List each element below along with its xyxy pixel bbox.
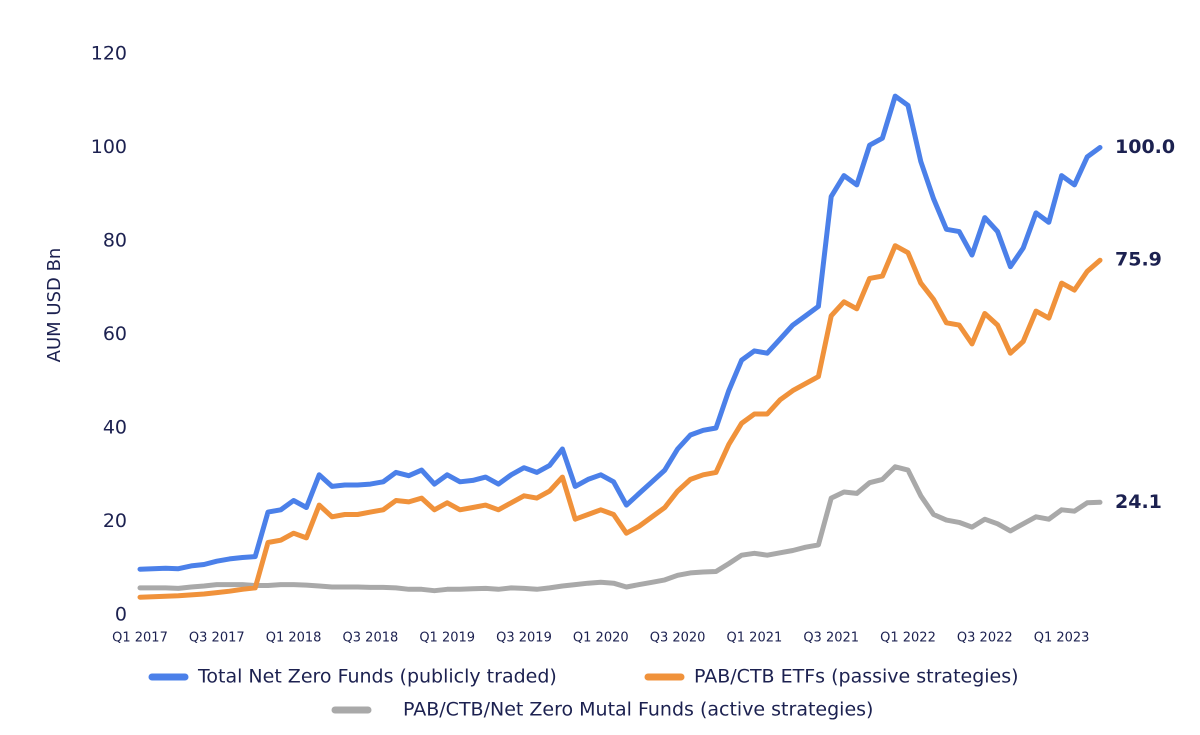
x-tick-label: Q1 2023 (1034, 631, 1090, 646)
x-tick-label: Q3 2020 (650, 631, 706, 646)
x-tick-label: Q3 2021 (803, 631, 859, 646)
x-tick-label: Q1 2019 (419, 631, 475, 646)
series-line (137, 464, 1103, 594)
x-tick-label: Q1 2020 (573, 631, 629, 646)
y-tick-label: 60 (103, 323, 127, 345)
x-tick-label: Q1 2018 (266, 631, 322, 646)
x-tick-label: Q3 2017 (189, 631, 245, 646)
y-tick-label: 20 (103, 510, 127, 532)
x-tick-label: Q3 2022 (957, 631, 1013, 646)
x-tick-label: Q1 2021 (727, 631, 783, 646)
series-line (137, 243, 1103, 600)
data-label: 24.1 (1115, 491, 1162, 513)
legend-label: Total Net Zero Funds (publicly traded) (197, 666, 557, 688)
data-label: 100.0 (1115, 136, 1175, 158)
y-tick-label: 80 (103, 230, 127, 252)
x-tick-label: Q3 2018 (343, 631, 399, 646)
series-line (137, 93, 1103, 572)
x-tick-label: Q1 2017 (112, 631, 168, 646)
legend-label: PAB/CTB ETFs (passive strategies) (694, 666, 1019, 688)
y-tick-label: 40 (103, 417, 127, 439)
x-tick-label: Q3 2019 (496, 631, 552, 646)
y-tick-label: 100 (91, 136, 127, 158)
legend-label: PAB/CTB/Net Zero Mutal Funds (active str… (403, 699, 873, 721)
y-axis-label: AUM USD Bn (44, 248, 65, 363)
data-label: 75.9 (1115, 249, 1162, 271)
y-tick-label: 120 (91, 43, 127, 65)
y-tick-label: 0 (115, 604, 127, 626)
x-tick-label: Q1 2022 (880, 631, 936, 646)
